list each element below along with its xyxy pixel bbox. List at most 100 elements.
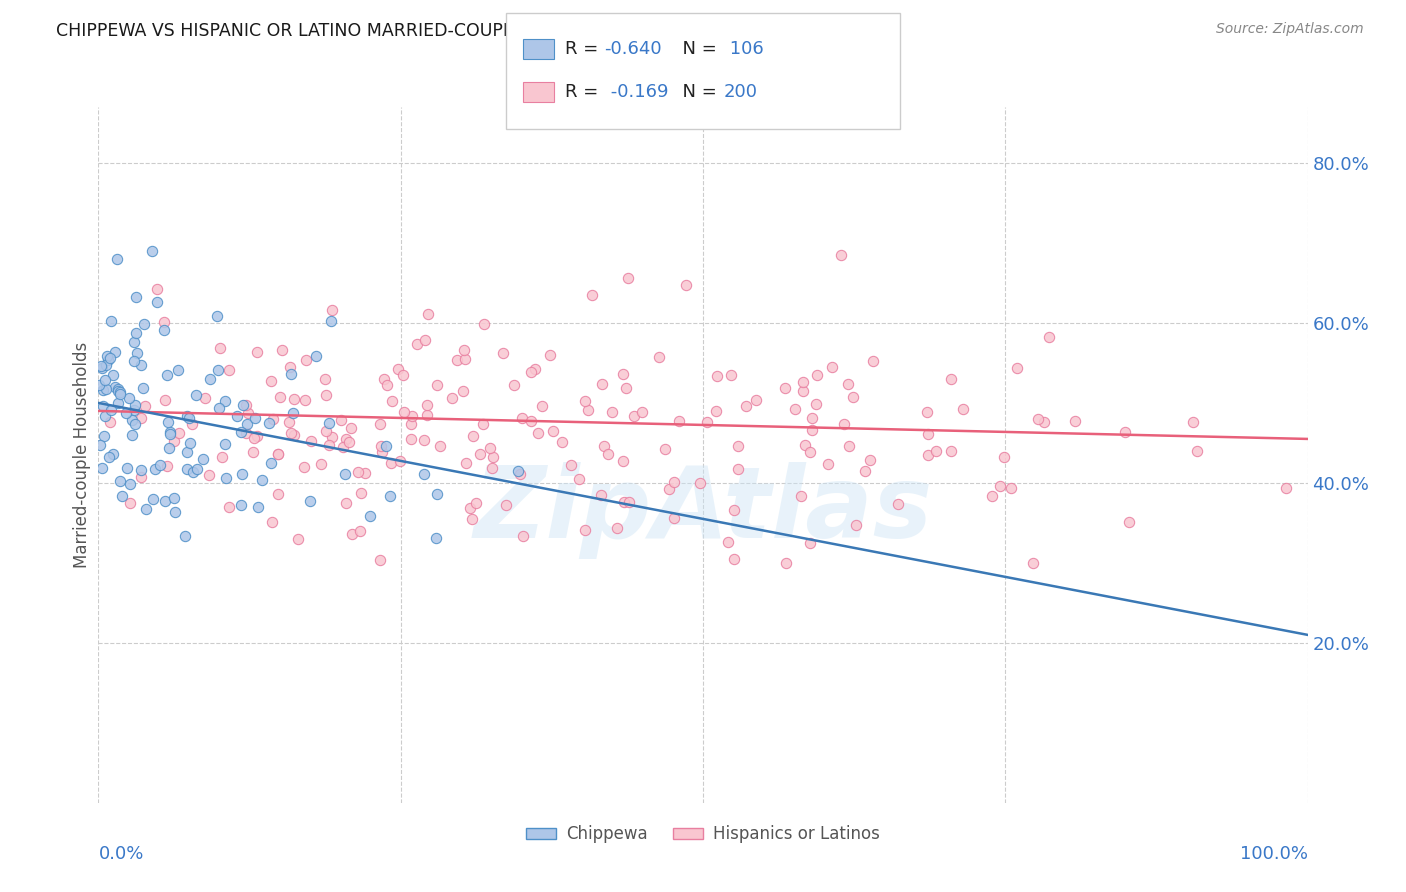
- Point: [260, 515, 283, 529]
- Point: [91, 399, 114, 413]
- Point: [458, 501, 481, 516]
- Point: [94, 409, 117, 423]
- Point: [127, 346, 149, 360]
- Point: [94, 372, 117, 386]
- Text: 0.0%: 0.0%: [98, 845, 143, 863]
- Point: [368, 417, 391, 431]
- Point: [1038, 330, 1060, 344]
- Point: [373, 372, 395, 386]
- Point: [232, 398, 254, 412]
- Point: [141, 244, 163, 259]
- Point: [107, 382, 129, 396]
- Point: [392, 405, 415, 419]
- Point: [853, 464, 876, 478]
- Point: [155, 459, 177, 474]
- Text: N =: N =: [671, 83, 723, 101]
- Point: [90, 361, 112, 376]
- Point: [211, 450, 233, 464]
- Point: [259, 374, 281, 388]
- Point: [471, 417, 494, 432]
- Point: [269, 390, 291, 404]
- Point: [281, 406, 304, 420]
- Point: [838, 439, 860, 453]
- Point: [418, 307, 440, 321]
- Point: [340, 526, 363, 541]
- Point: [115, 406, 138, 420]
- Point: [574, 393, 596, 408]
- Point: [399, 432, 422, 446]
- Point: [370, 438, 392, 452]
- Point: [581, 288, 603, 302]
- Point: [662, 475, 685, 489]
- Point: [229, 425, 252, 440]
- Point: [149, 458, 172, 472]
- Text: 200: 200: [724, 83, 758, 101]
- Point: [299, 434, 322, 448]
- Point: [134, 399, 156, 413]
- Point: [98, 415, 121, 429]
- Point: [492, 345, 515, 359]
- Point: [93, 429, 115, 443]
- Point: [125, 290, 148, 304]
- Point: [821, 359, 844, 374]
- Point: [359, 508, 381, 523]
- Point: [392, 368, 415, 383]
- Point: [939, 443, 962, 458]
- Text: ZipAtlas: ZipAtlas: [474, 462, 932, 559]
- Point: [600, 405, 623, 419]
- Point: [675, 277, 697, 292]
- Point: [799, 535, 821, 549]
- Point: [799, 444, 821, 458]
- Text: Source: ZipAtlas.com: Source: ZipAtlas.com: [1216, 22, 1364, 37]
- Point: [176, 409, 198, 423]
- Point: [186, 388, 208, 402]
- Point: [98, 351, 121, 366]
- Point: [453, 343, 475, 358]
- Point: [568, 473, 591, 487]
- Point: [806, 368, 828, 383]
- Point: [454, 456, 477, 470]
- Point: [720, 368, 742, 382]
- Point: [159, 426, 181, 441]
- Point: [837, 376, 859, 391]
- Point: [939, 372, 962, 386]
- Point: [512, 529, 534, 543]
- Point: [163, 434, 186, 449]
- Point: [426, 487, 449, 501]
- Text: 106: 106: [724, 40, 763, 58]
- Point: [207, 363, 229, 377]
- Point: [231, 467, 253, 481]
- Point: [606, 521, 628, 535]
- Point: [309, 458, 332, 472]
- Point: [330, 413, 353, 427]
- Point: [426, 377, 449, 392]
- Point: [335, 432, 357, 446]
- Point: [243, 411, 266, 425]
- Point: [1033, 415, 1056, 429]
- Point: [132, 317, 155, 331]
- Point: [530, 400, 553, 414]
- Point: [177, 411, 200, 425]
- Point: [101, 368, 124, 382]
- Point: [990, 479, 1012, 493]
- Point: [804, 397, 827, 411]
- Point: [353, 466, 375, 480]
- Point: [214, 437, 236, 451]
- Point: [246, 344, 269, 359]
- Point: [124, 354, 146, 368]
- Text: R =: R =: [565, 83, 605, 101]
- Point: [110, 489, 132, 503]
- Point: [142, 492, 165, 507]
- Point: [350, 486, 373, 500]
- Point: [464, 496, 486, 510]
- Point: [143, 462, 166, 476]
- Point: [745, 392, 768, 407]
- Point: [124, 398, 146, 412]
- Point: [917, 427, 939, 442]
- Point: [283, 392, 305, 406]
- Point: [509, 467, 531, 482]
- Point: [131, 381, 153, 395]
- Point: [375, 377, 398, 392]
- Point: [267, 447, 290, 461]
- Point: [446, 353, 468, 368]
